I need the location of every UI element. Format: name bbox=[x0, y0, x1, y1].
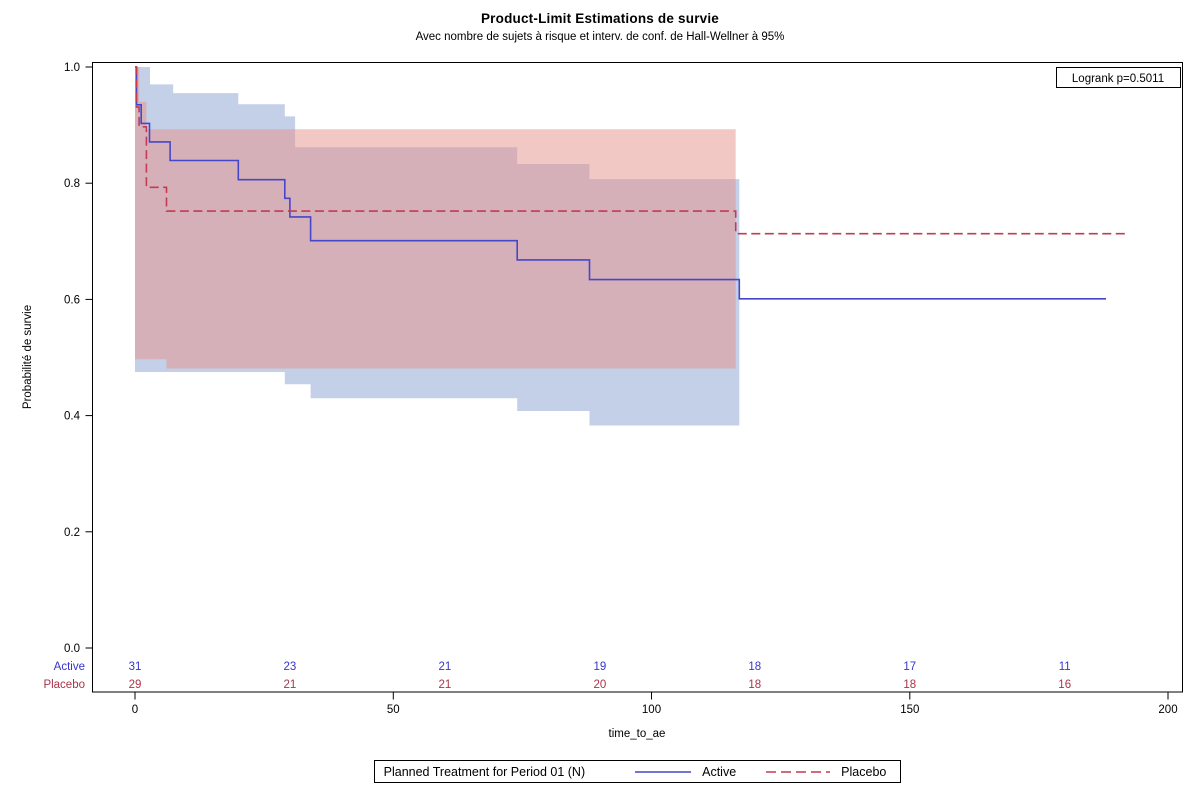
placebo-line-swatch-icon bbox=[766, 770, 831, 773]
at-risk-table: Active 31 23 21 19 18 17 11 Placebo 29 21 21 20 18 18 1… bbox=[43, 661, 1071, 691]
y-tick-label: 1.0 bbox=[64, 62, 80, 74]
at-risk-count: 23 bbox=[284, 661, 297, 673]
at-risk-count: 31 bbox=[129, 661, 142, 673]
survival-plot: 0 50 100 150 200 0.0 0.2 0.4 0.6 0.8 1.0 Active 31… bbox=[22, 62, 1183, 740]
x-axis-title: time_to_ae bbox=[609, 728, 666, 740]
at-risk-count: 16 bbox=[1058, 679, 1071, 691]
y-axis-title: Probabilité de survie bbox=[22, 305, 34, 409]
at-risk-row-label: Active bbox=[54, 661, 85, 673]
y-tick-label: 0.8 bbox=[64, 178, 80, 190]
legend-wrap: Planned Treatment for Period 01 (N) Acti… bbox=[92, 760, 1183, 783]
page-subtitle: Avec nombre de sujets à risque et interv… bbox=[415, 31, 785, 43]
placebo-confidence-band bbox=[135, 67, 736, 369]
at-risk-count: 21 bbox=[284, 679, 297, 691]
x-tick-label: 100 bbox=[642, 704, 661, 716]
page-title: Product-Limit Estimations de survie bbox=[480, 11, 720, 26]
at-risk-count: 29 bbox=[129, 679, 142, 691]
legend-box: Planned Treatment for Period 01 (N) Acti… bbox=[373, 760, 902, 783]
at-risk-count: 17 bbox=[903, 661, 916, 673]
legend-title: Planned Treatment for Period 01 (N) bbox=[383, 764, 586, 779]
at-risk-count: 18 bbox=[903, 679, 916, 691]
at-risk-count: 20 bbox=[594, 679, 607, 691]
active-survival-curve bbox=[135, 66, 1106, 300]
at-risk-count: 11 bbox=[1059, 661, 1071, 673]
legend-entry-label: Placebo bbox=[841, 764, 887, 779]
placebo-survival-curve bbox=[135, 66, 1127, 235]
active-line-swatch-icon bbox=[635, 770, 692, 773]
at-risk-count: 21 bbox=[439, 661, 452, 673]
legend-entry-label: Active bbox=[702, 764, 737, 779]
at-risk-row-label: Placebo bbox=[43, 679, 85, 691]
x-tick-label: 150 bbox=[900, 704, 919, 716]
y-tick-label: 0.6 bbox=[64, 294, 80, 306]
y-tick-label: 0.4 bbox=[64, 411, 81, 423]
y-tick-label: 0.0 bbox=[64, 643, 80, 655]
legend-entry-active: Active bbox=[633, 765, 736, 779]
x-axis: 0 50 100 150 200 bbox=[132, 692, 1178, 716]
x-tick-label: 50 bbox=[387, 704, 400, 716]
survival-curves-layer bbox=[135, 66, 1127, 300]
x-tick-label: 0 bbox=[132, 704, 138, 716]
at-risk-count: 19 bbox=[594, 661, 607, 673]
x-tick-label: 200 bbox=[1158, 704, 1177, 716]
at-risk-count: 21 bbox=[439, 679, 452, 691]
legend-entry-placebo: Placebo bbox=[764, 765, 886, 779]
logrank-label: Logrank p=0.5011 bbox=[1072, 73, 1164, 85]
y-tick-label: 0.2 bbox=[64, 527, 80, 539]
confidence-bands-layer bbox=[135, 67, 740, 426]
at-risk-count: 18 bbox=[748, 661, 761, 673]
plot-frame bbox=[92, 62, 1183, 693]
logrank-box bbox=[1056, 67, 1181, 88]
y-axis: 0.0 0.2 0.4 0.6 0.8 1.0 bbox=[64, 62, 93, 655]
at-risk-count: 18 bbox=[748, 679, 761, 691]
